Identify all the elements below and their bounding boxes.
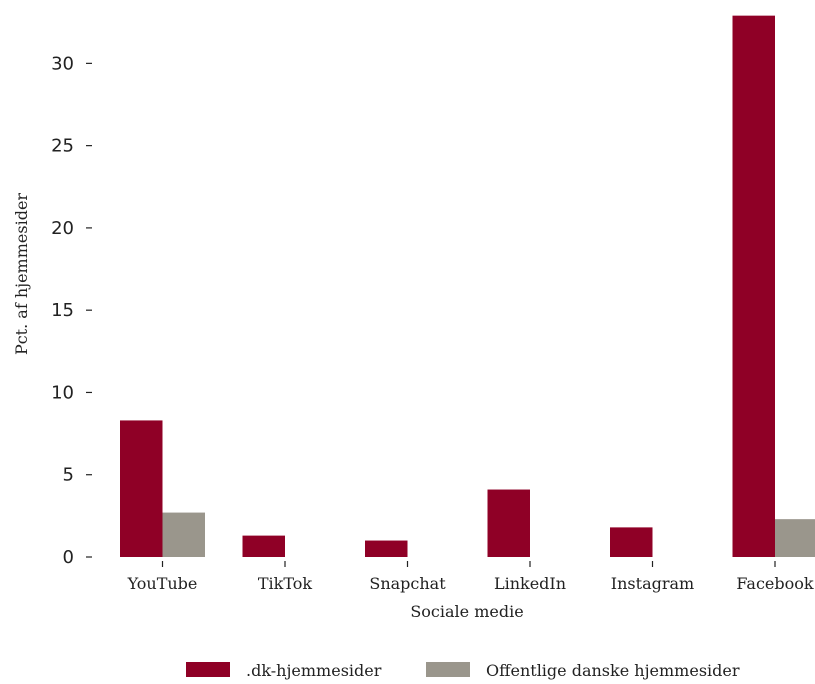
y-tick-label: 15 bbox=[51, 300, 74, 321]
y-tick-label: 30 bbox=[51, 53, 74, 74]
bar-dk-instagram bbox=[610, 527, 653, 557]
legend-label-offentlige: Offentlige danske hjemmesider bbox=[486, 661, 740, 680]
bar-dk-tiktok bbox=[242, 535, 285, 557]
x-axis-label: Sociale medie bbox=[410, 602, 523, 621]
x-tick-label: Facebook bbox=[736, 574, 813, 593]
bar-dk-facebook bbox=[732, 15, 775, 558]
bar-offentlige-youtube bbox=[162, 512, 205, 557]
x-tick-label: Instagram bbox=[611, 574, 694, 593]
x-tick-label: YouTube bbox=[127, 574, 198, 593]
bar-dk-linkedin bbox=[487, 489, 530, 557]
bars bbox=[120, 15, 815, 558]
bar-dk-youtube bbox=[120, 420, 163, 557]
y-axis-label: Pct. af hjemmesider bbox=[12, 193, 31, 355]
bar-offentlige-facebook bbox=[775, 519, 815, 557]
y-tick-label: 20 bbox=[51, 218, 74, 239]
y-tick-label: 5 bbox=[63, 465, 74, 486]
legend-label-dk: .dk-hjemmesider bbox=[246, 661, 382, 680]
legend: .dk-hjemmesider Offentlige danske hjemme… bbox=[186, 661, 740, 680]
bar-dk-snapchat bbox=[365, 540, 408, 557]
y-axis-ticks: 0 5 10 15 20 25 30 bbox=[51, 53, 92, 568]
x-tick-label: TikTok bbox=[258, 574, 313, 593]
legend-swatch-offentlige bbox=[426, 662, 470, 677]
x-tick-label: Snapchat bbox=[369, 574, 446, 593]
x-axis-ticks: YouTube TikTok Snapchat LinkedIn Instagram Fa… bbox=[127, 561, 814, 593]
x-tick-label: LinkedIn bbox=[494, 574, 566, 593]
y-tick-label: 25 bbox=[51, 136, 74, 157]
y-tick-label: 10 bbox=[51, 382, 74, 403]
y-tick-label: 0 bbox=[63, 547, 74, 568]
legend-swatch-dk bbox=[186, 662, 230, 677]
